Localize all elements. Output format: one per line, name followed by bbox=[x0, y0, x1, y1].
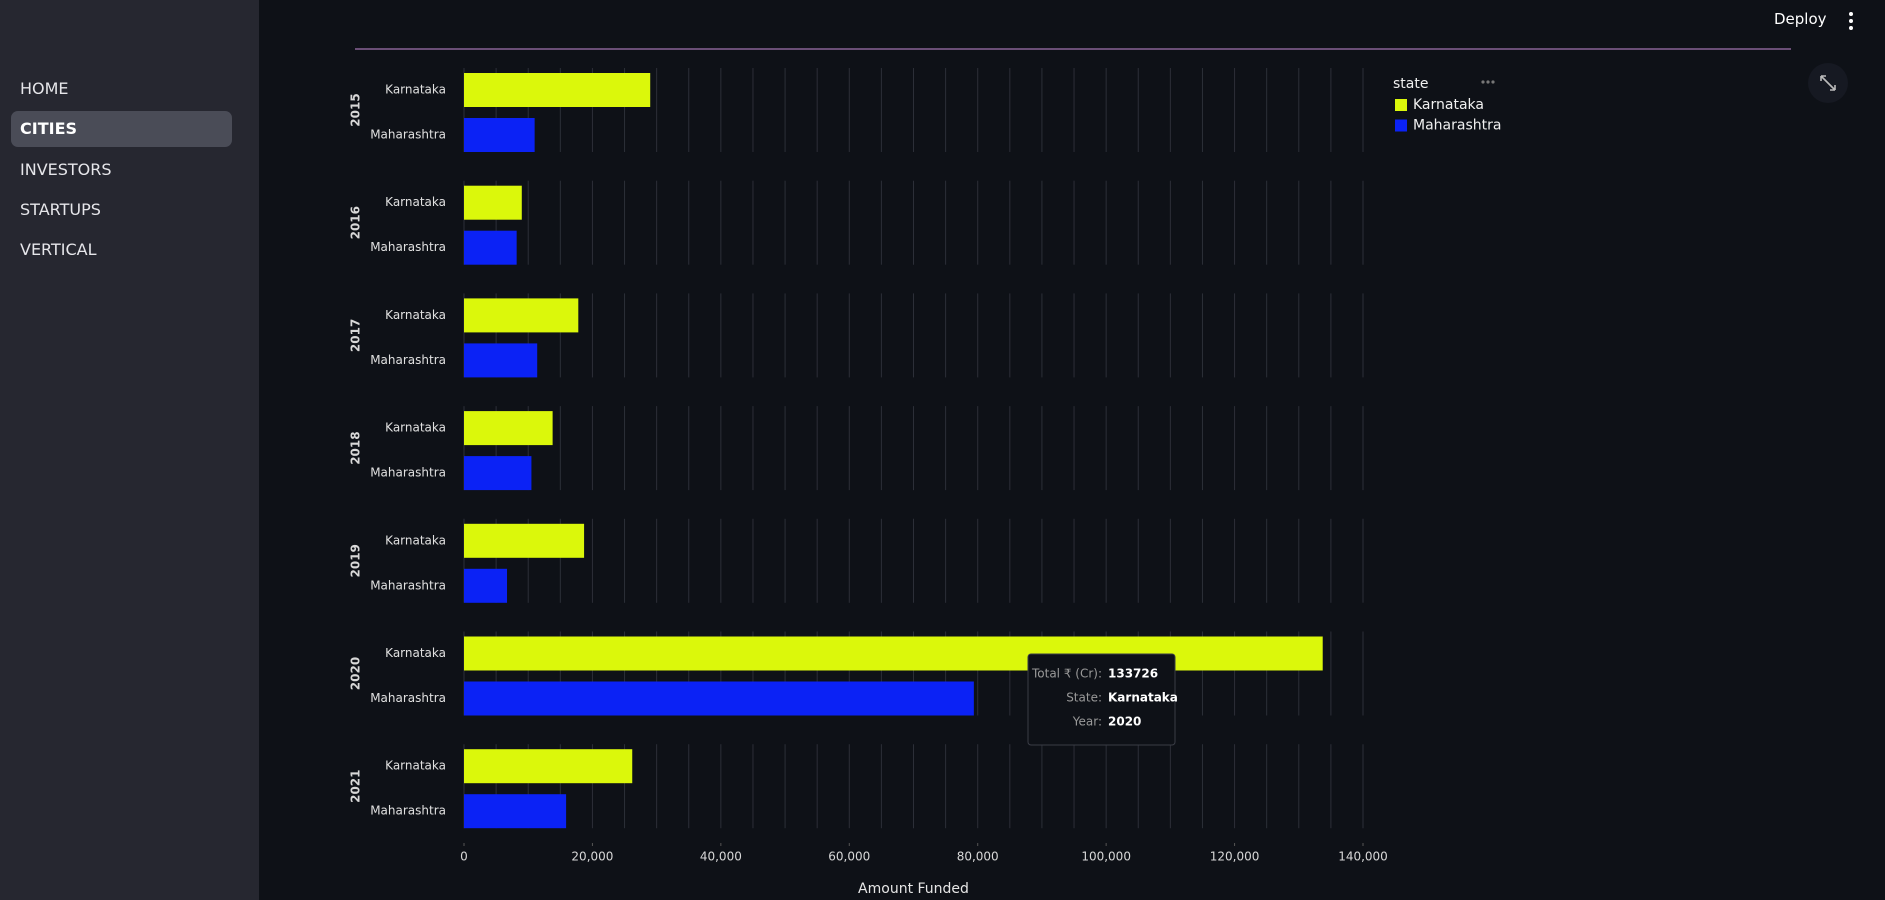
legend-swatch bbox=[1395, 99, 1407, 111]
bar bbox=[464, 523, 585, 558]
category-label: Maharashtra bbox=[370, 466, 446, 480]
x-tick-label: 20,000 bbox=[571, 850, 613, 864]
tooltip-box bbox=[1027, 653, 1176, 746]
x-tick-label: 0 bbox=[460, 850, 468, 864]
category-label: Karnataka bbox=[385, 308, 446, 322]
x-tick-label: 140,000 bbox=[1338, 850, 1388, 864]
x-tick-label: 40,000 bbox=[700, 850, 742, 864]
category-label: Karnataka bbox=[385, 759, 446, 773]
category-label: Karnataka bbox=[385, 533, 446, 547]
category-label: Maharashtra bbox=[370, 578, 446, 592]
legend-title: state bbox=[1393, 76, 1428, 92]
tooltip-value: 133726 bbox=[1108, 667, 1158, 681]
facet-label: 2016 bbox=[349, 206, 363, 239]
bar bbox=[464, 568, 508, 603]
bar bbox=[464, 681, 974, 716]
bar bbox=[464, 73, 651, 107]
category-label: Maharashtra bbox=[370, 804, 446, 818]
x-tick-label: 120,000 bbox=[1210, 850, 1260, 864]
bar bbox=[464, 118, 535, 152]
facet-label: 2015 bbox=[349, 93, 363, 126]
bar bbox=[464, 230, 517, 265]
bar bbox=[464, 343, 538, 378]
bar bbox=[464, 411, 553, 446]
legend-label: Karnataka bbox=[1413, 97, 1484, 113]
legend-label: Maharashtra bbox=[1413, 118, 1501, 134]
tooltip: Total ₹ (Cr): 133726 State: Karnataka Year: 2… bbox=[1027, 653, 1178, 746]
nav-item[interactable]: CITIES bbox=[11, 111, 232, 148]
bar bbox=[464, 749, 633, 784]
category-label: Maharashtra bbox=[370, 691, 446, 705]
nav-item[interactable]: HOME bbox=[20, 79, 69, 98]
facet-label: 2017 bbox=[349, 319, 363, 352]
nav-item[interactable]: STARTUPS bbox=[20, 199, 101, 219]
category-label: Karnataka bbox=[385, 195, 446, 209]
bar bbox=[464, 636, 1323, 671]
category-label: Karnataka bbox=[385, 421, 446, 435]
facet-label: 2020 bbox=[349, 657, 363, 690]
legend-menu[interactable] bbox=[1481, 80, 1495, 84]
x-tick-label: 60,000 bbox=[828, 850, 870, 864]
tooltip-label: State: bbox=[1066, 691, 1102, 705]
category-label: Maharashtra bbox=[370, 240, 446, 254]
nav-item[interactable]: INVESTORS bbox=[20, 159, 112, 179]
x-axis-title: Amount Funded bbox=[858, 881, 969, 897]
x-tick-label: 80,000 bbox=[957, 850, 999, 864]
tooltip-value: Karnataka bbox=[1108, 691, 1178, 705]
category-label: Karnataka bbox=[385, 646, 446, 660]
bar bbox=[464, 185, 522, 220]
tooltip-value: 2020 bbox=[1108, 715, 1141, 729]
tooltip-label: Total ₹ (Cr): bbox=[1031, 667, 1102, 681]
menu-icon[interactable] bbox=[1849, 12, 1853, 30]
nav-item[interactable]: VERTICAL bbox=[20, 240, 97, 260]
bar bbox=[464, 298, 579, 333]
category-label: Karnataka bbox=[385, 83, 446, 97]
bar bbox=[464, 794, 567, 829]
x-tick-label: 100,000 bbox=[1081, 850, 1131, 864]
legend-swatch bbox=[1395, 119, 1407, 132]
expand-button[interactable] bbox=[1808, 63, 1848, 103]
category-label: Maharashtra bbox=[370, 128, 446, 142]
category-label: Maharashtra bbox=[370, 353, 446, 367]
sidebar: HOME CITIES INVESTORS STARTUPS VERTICAL bbox=[0, 0, 259, 900]
facet-label: 2018 bbox=[349, 431, 363, 464]
tooltip-label: Year: bbox=[1072, 715, 1102, 729]
bar bbox=[464, 456, 532, 491]
deploy-button[interactable]: Deploy bbox=[1774, 10, 1827, 28]
facet-label: 2019 bbox=[349, 544, 363, 577]
facet-label: 2021 bbox=[349, 769, 363, 802]
